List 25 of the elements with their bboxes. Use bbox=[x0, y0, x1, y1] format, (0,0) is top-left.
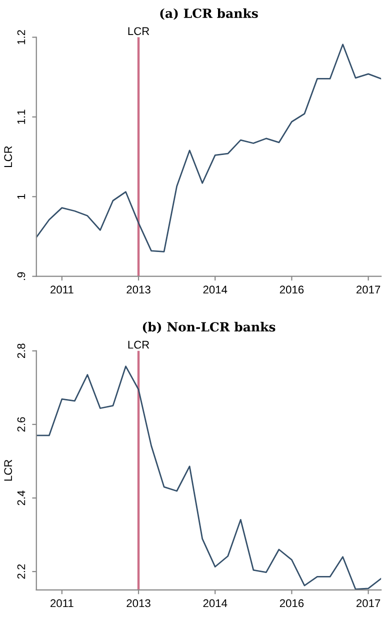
x-tick-label: 2017 bbox=[356, 286, 380, 294]
x-tick-label: 2014 bbox=[203, 599, 228, 608]
chart-title: (b) Non-LCR banks bbox=[142, 322, 276, 334]
x-tick-label: 2013 bbox=[126, 286, 150, 294]
x-tick-label: 2011 bbox=[50, 286, 74, 294]
y-tick-label: 1.1 bbox=[17, 110, 26, 124]
y-tick-label: .9 bbox=[17, 272, 26, 280]
y-tick-label: 2.2 bbox=[17, 564, 26, 579]
x-tick-label: 2016 bbox=[280, 599, 304, 608]
y-axis-title: LCR bbox=[4, 146, 12, 168]
y-tick-label: 2.6 bbox=[17, 417, 26, 432]
x-tick-label: 2016 bbox=[280, 286, 304, 294]
y-axis-title: LCR bbox=[4, 460, 12, 481]
y-tick-label: 1 bbox=[17, 194, 26, 199]
x-tick-label: 2014 bbox=[203, 286, 228, 294]
y-tick-label: 1.2 bbox=[17, 30, 26, 44]
y-tick-label: 2.8 bbox=[17, 344, 26, 358]
chart-title: (a) LCR banks bbox=[160, 8, 258, 20]
y-tick-label: 2.4 bbox=[17, 490, 26, 506]
ref-line-label: LCR bbox=[128, 27, 150, 36]
x-tick-label: 2017 bbox=[356, 599, 380, 608]
x-tick-label: 2011 bbox=[50, 599, 74, 608]
x-tick-label: 2013 bbox=[126, 599, 150, 608]
line-series bbox=[36, 44, 382, 252]
ref-line-label: LCR bbox=[128, 340, 150, 349]
